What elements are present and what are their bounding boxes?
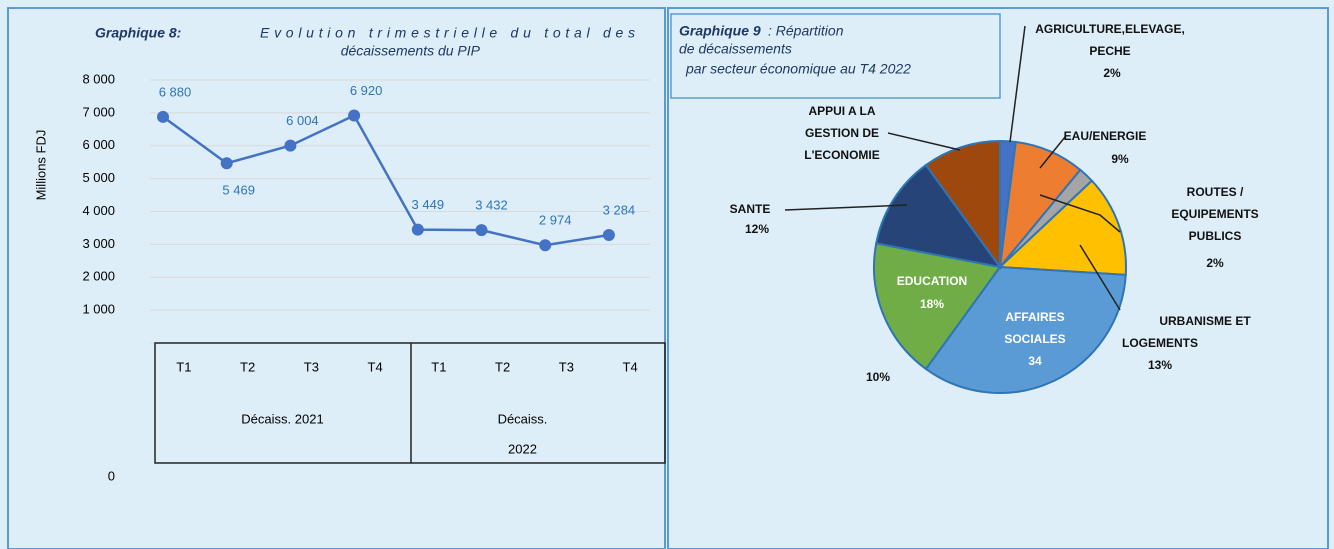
slice-label: PECHE <box>1089 44 1130 58</box>
leader-line <box>1039 194 1121 233</box>
x-tick-label: T4 <box>368 359 383 374</box>
pie-slice <box>875 163 1003 269</box>
leader-line <box>784 204 908 211</box>
leader-line <box>1079 244 1121 311</box>
y-axis-label: Millions FDJ <box>33 130 48 201</box>
chart-title: de décaissements <box>679 41 792 57</box>
x-tick-label: T1 <box>176 359 191 374</box>
group-label: Décaiss. <box>498 411 548 426</box>
data-point <box>157 110 169 123</box>
chart-title: : Répartition <box>768 23 844 39</box>
data-label: 6 920 <box>350 83 383 98</box>
x-tick-label: T4 <box>623 359 638 374</box>
data-point <box>411 223 424 236</box>
slice-label: AGRICULTURE,ELEVAGE, <box>1035 22 1185 36</box>
slice-value-label: 2% <box>1206 256 1224 270</box>
y-tick-label: 2 000 <box>82 269 115 284</box>
slice-label: EAU/ENERGIE <box>1064 129 1147 143</box>
data-label: 3 284 <box>603 202 636 217</box>
slice-label: EQUIPEMENTS <box>1171 207 1258 221</box>
chart-title: par secteur économique au T4 2022 <box>685 61 911 77</box>
leader-line <box>1039 136 1066 169</box>
pie-slice <box>997 179 1127 276</box>
slice-value-label: 12% <box>745 222 769 236</box>
slice-label: L'ECONOMIE <box>804 148 880 162</box>
pie-slice <box>873 242 1002 371</box>
slice-value-label: 9% <box>1111 152 1129 166</box>
slice-value-label: 13% <box>1148 358 1172 372</box>
slice-label: SOCIALES <box>1004 332 1065 346</box>
data-point <box>220 157 233 170</box>
y-tick-label: 3 000 <box>82 236 115 251</box>
y-tick-label: 4 000 <box>82 203 115 218</box>
slice-label: EDUCATION <box>897 274 967 288</box>
chart-title: Graphique 8: <box>95 25 181 41</box>
data-point <box>602 229 615 242</box>
data-point <box>284 139 297 152</box>
slice-label: AFFAIRES <box>1005 310 1064 324</box>
data-point <box>348 109 361 122</box>
y-tick-label: 1 000 <box>82 302 115 317</box>
axis-table <box>154 342 666 464</box>
slice-label: APPUI A LA <box>808 104 875 118</box>
slice-value-label: 2% <box>1103 66 1121 80</box>
title-box <box>670 13 1001 99</box>
data-label: 5 469 <box>222 183 255 198</box>
chart-title: Graphique 9 <box>679 23 761 39</box>
data-label: 6 880 <box>159 84 192 99</box>
pie-slice <box>924 139 1001 271</box>
y-tick-label: 7 000 <box>82 104 115 119</box>
slice-value-label: 34 <box>1028 354 1042 368</box>
slice-value-label: 10% <box>866 370 890 384</box>
pie-slice <box>924 265 1127 394</box>
x-tick-label: T1 <box>431 359 446 374</box>
leader-line <box>1009 25 1026 143</box>
data-label: 3 449 <box>412 197 445 212</box>
group-label: 2022 <box>508 441 537 456</box>
right-panel <box>667 7 1329 549</box>
group-label: Décaiss. 2021 <box>241 411 323 426</box>
slice-label: ROUTES / <box>1187 185 1244 199</box>
line-series <box>162 113 610 247</box>
data-point <box>539 239 552 252</box>
slice-label: GESTION DE <box>805 126 879 140</box>
data-label: 3 432 <box>475 198 508 213</box>
y-tick-label: 8 000 <box>82 71 115 86</box>
slice-label: URBANISME ET <box>1159 314 1251 328</box>
y-tick-label: 6 000 <box>82 137 115 152</box>
y-tick-label: 5 000 <box>82 170 115 185</box>
data-label: 6 004 <box>286 113 319 128</box>
data-label: 2 974 <box>539 213 572 228</box>
slice-label: SANTE <box>730 202 771 216</box>
slice-value-label: 18% <box>920 297 944 311</box>
x-tick-label: T2 <box>495 359 510 374</box>
chart-title: décaissements du PIP <box>341 43 481 59</box>
leader-line <box>887 132 961 151</box>
left-panel <box>7 7 666 549</box>
x-tick-label: T3 <box>304 359 319 374</box>
x-tick-label: T3 <box>559 359 574 374</box>
data-point <box>475 224 488 237</box>
x-tick-label: T2 <box>240 359 255 374</box>
y-tick-label: 0 <box>108 468 115 483</box>
slice-label: PUBLICS <box>1189 229 1242 243</box>
slice-label: LOGEMENTS <box>1122 336 1198 350</box>
